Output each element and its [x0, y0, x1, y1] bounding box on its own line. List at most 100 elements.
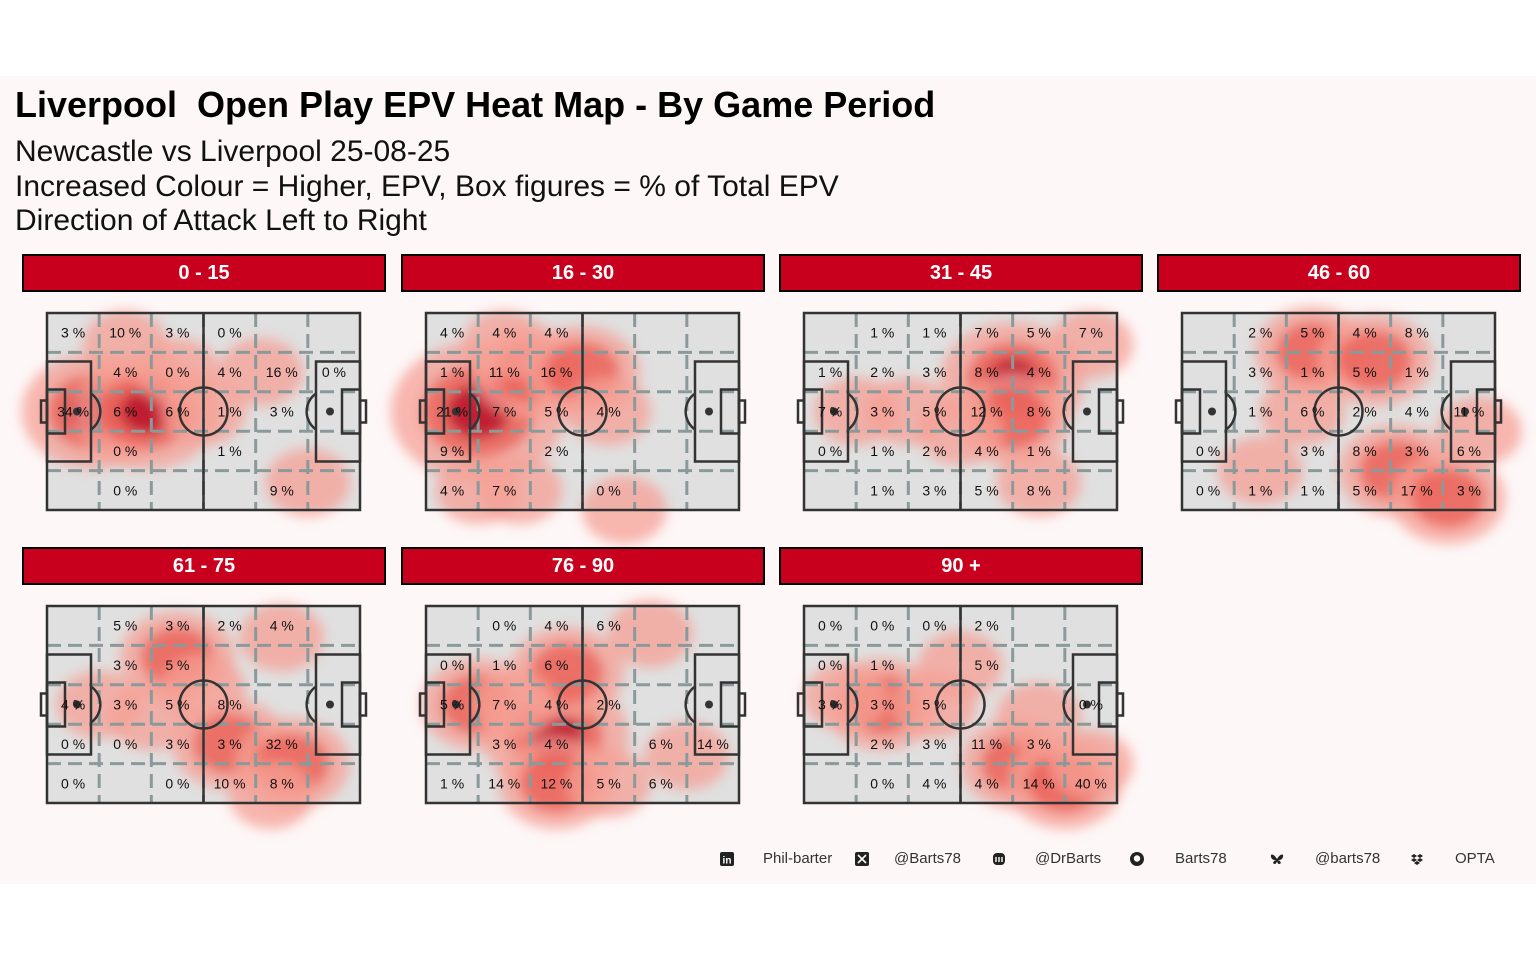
heat-blob — [607, 599, 693, 668]
penalty-spot — [73, 700, 81, 709]
zone-epv-label: 0 % — [322, 364, 346, 380]
zone-epv-label: 0 % — [440, 657, 464, 673]
zone-epv-label: 3 % — [922, 736, 946, 752]
zone-epv-label: 0 % — [492, 618, 516, 634]
zone-epv-label: 10 % — [214, 775, 246, 791]
zone-epv-label: 2 % — [1248, 325, 1272, 341]
zone-epv-label: 5 % — [165, 657, 189, 673]
penalty-spot — [1461, 407, 1469, 416]
zone-epv-label: 1 % — [440, 364, 464, 380]
zone-epv-label: 0 % — [218, 325, 242, 341]
penalty-spot — [830, 407, 838, 416]
zone-epv-label: 6 % — [649, 736, 673, 752]
zone-epv-label: 5 % — [1300, 325, 1324, 341]
zone-epv-label: 6 % — [165, 404, 189, 420]
footer-credit-text: Barts78 — [1175, 850, 1227, 867]
zone-epv-label: 9 % — [440, 443, 464, 459]
zone-epv-label: 1 % — [492, 657, 516, 673]
zone-epv-label: 5 % — [1027, 325, 1051, 341]
zone-epv-label: 0 % — [1196, 482, 1220, 498]
heat-blob-core — [1338, 330, 1412, 391]
zone-epv-label: 3 % — [165, 736, 189, 752]
zone-epv-label: 5 % — [922, 697, 946, 713]
heat-layer — [56, 603, 350, 830]
zone-epv-label: 1 % — [870, 657, 894, 673]
zone-epv-label: 0 % — [113, 443, 137, 459]
zone-epv-label: 3 % — [165, 325, 189, 341]
zone-epv-label: 8 % — [1027, 482, 1051, 498]
zone-epv-label: 5 % — [975, 657, 999, 673]
facet-strip-label: 0 - 15 — [22, 254, 386, 292]
zone-epv-label: 0 % — [870, 775, 894, 791]
zone-epv-label: 2 % — [870, 364, 894, 380]
zone-epv-label: 5 % — [1353, 482, 1377, 498]
zone-epv-label: 0 % — [61, 775, 85, 791]
zone-epv-label: 5 % — [1353, 364, 1377, 380]
zone-epv-label: 2 % — [597, 697, 621, 713]
zone-epv-label: 1 % — [440, 775, 464, 791]
zone-epv-label: 6 % — [597, 618, 621, 634]
heat-blob — [996, 682, 1082, 751]
zone-epv-label: 3 % — [165, 618, 189, 634]
zone-epv-label: 5 % — [165, 697, 189, 713]
zone-epv-label: 4 % — [1027, 364, 1051, 380]
zone-epv-label: 3 % — [492, 736, 516, 752]
zone-epv-label: 2 % — [1353, 404, 1377, 420]
pitch-panel: 4 % 4 % 4 % 1 % 11 % 16 % 21 % 7 % 5 % 4 % 9 % 2 % 4… — [390, 310, 747, 544]
zone-epv-label: 4 % — [113, 364, 137, 380]
zone-epv-label: 1 % — [870, 482, 894, 498]
subtitle-line-1: Newcastle vs Liverpool 25-08-25 — [15, 135, 451, 168]
zone-epv-label: 3 % — [61, 325, 85, 341]
footer-credit-text: @Barts78 — [894, 850, 961, 867]
heat-blob-core — [1411, 468, 1485, 529]
zone-epv-label: 3 % — [1405, 443, 1429, 459]
zone-epv-label: 3 % — [922, 482, 946, 498]
facet-strip-label: 16 - 30 — [401, 254, 765, 292]
zone-epv-label: 0 % — [818, 657, 842, 673]
pitch-panel: 3 % 10 % 3 % 0 % 4 % 0 % 4 % 16 % 0 % 34 % 6 % 6 % 1… — [21, 310, 368, 517]
zone-epv-label: 4 % — [492, 325, 516, 341]
zone-epv-label: 7 % — [492, 404, 516, 420]
zone-epv-label: 8 % — [1405, 325, 1429, 341]
zone-epv-label: 1 % — [1300, 364, 1324, 380]
zone-epv-label: 0 % — [870, 618, 894, 634]
zone-epv-label: 7 % — [492, 697, 516, 713]
pitch-panel: 2 % 5 % 4 % 8 % 3 % 1 % 5 % 1 % 1 % 6 % 2 % 4 % 11 %… — [1174, 306, 1522, 545]
zone-epv-label: 6 % — [649, 775, 673, 791]
zone-epv-label: 4 % — [270, 618, 294, 634]
heat-blob — [477, 456, 563, 525]
zone-epv-label: 5 % — [544, 404, 568, 420]
zone-epv-label: 0 % — [922, 618, 946, 634]
facet-strip-label: 46 - 60 — [1157, 254, 1521, 292]
zone-epv-label: 12 % — [540, 775, 572, 791]
bluesky-icon — [1270, 854, 1284, 864]
zone-epv-label: 14 % — [488, 775, 520, 791]
facet-strip-label: 61 - 75 — [22, 547, 386, 585]
footer-credits: in Phil-barter @Barts78 @DrBarts Barts78 @bar… — [705, 848, 1505, 872]
zone-epv-label: 14 % — [697, 736, 729, 752]
zone-epv-label: 0 % — [597, 482, 621, 498]
zone-epv-label: 3 % — [922, 364, 946, 380]
subtitle-line-3: Direction of Attack Left to Right — [15, 204, 427, 237]
zone-epv-label: 5 % — [440, 697, 464, 713]
zone-epv-label: 10 % — [109, 325, 141, 341]
zone-epv-label: 0 % — [61, 736, 85, 752]
zone-epv-label: 3 % — [113, 657, 137, 673]
heat-blob — [461, 310, 547, 379]
zone-epv-label: 1 % — [1027, 443, 1051, 459]
pitch-panel: 5 % 3 % 2 % 4 % 3 % 5 % 4 % 3 % 5 % 8 % 0 % 0 % 3 % 3… — [39, 603, 368, 830]
zone-epv-label: 1 % — [1300, 482, 1324, 498]
zone-epv-label: 3 % — [818, 697, 842, 713]
zone-epv-label: 11 % — [971, 736, 1002, 752]
zone-epv-label: 7 % — [492, 482, 516, 498]
dropbox-icon — [1411, 854, 1423, 865]
penalty-spot — [326, 407, 334, 416]
zone-epv-label: 6 % — [544, 657, 568, 673]
zone-epv-label: 0 % — [1196, 443, 1220, 459]
facet-strip-label: 90 + — [779, 547, 1143, 585]
zone-epv-label: 2 % — [870, 736, 894, 752]
zone-epv-label: 1 % — [218, 404, 242, 420]
pitch-markings — [39, 604, 368, 805]
zone-epv-label: 11 % — [1453, 404, 1484, 420]
zone-epv-label: 4 % — [440, 482, 464, 498]
